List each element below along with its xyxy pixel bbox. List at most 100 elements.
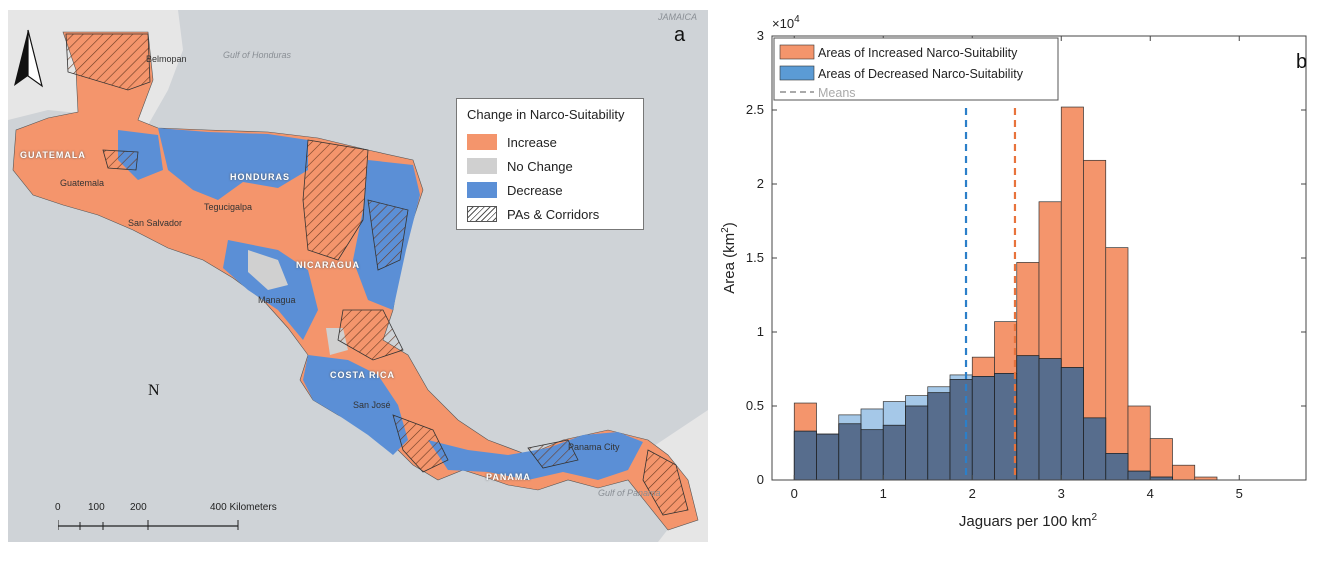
map-canvas [8,10,708,542]
city-label-panama-city: Panama City [568,442,620,452]
decrease-honduras [158,128,308,200]
map-legend-label: Decrease [507,182,563,198]
bar-overlap [838,423,862,481]
scale-tick-200: 200 [130,502,147,513]
x-tick-label: 1 [880,486,887,501]
bar-overlap [1127,470,1151,481]
bar-increase [1149,438,1173,481]
country-label-guatemala: GUATEMALA [20,150,86,160]
decrease-nicaragua-west [223,240,318,340]
y-tick-label: 0 [757,472,764,487]
legend-label-increase: Areas of Increased Narco-Suitability [818,46,1018,60]
city-label-tegucigalpa: Tegucigalpa [204,202,253,212]
country-label-panama: PANAMA [486,472,531,482]
x-tick-label: 2 [969,486,976,501]
sea-label-gulf-honduras: Gulf of Honduras [223,50,292,60]
scale-bar: 0 100 200 400 Kilometers [55,502,338,536]
y-axis-label: Area (km2) [720,222,738,293]
bar-increase [1172,464,1196,481]
map-legend-item-increase: Increase [467,130,633,154]
pa-bosawas [367,199,409,271]
bar-overlap [1105,453,1129,481]
hatch-swatch [467,206,497,222]
axes-layer: 0 1 2 3 4 5 0 0.5 1 1.5 2 2.5 3 [746,28,1307,501]
bar-increase [1105,247,1129,481]
city-label-san-salvador: San Salvador [128,218,183,228]
legend-swatch-increase [779,44,815,60]
map-legend-label: Increase [507,134,557,150]
legend-label-decrease: Areas of Decreased Narco-Suitability [818,67,1024,81]
means-layer [964,108,1017,480]
y-exponent-label: ×104 [772,14,800,31]
map-legend-label: PAs & Corridors [507,206,600,222]
histogram-legend-box [773,37,1059,101]
map-panel: Gulf of Honduras Gulf of Panama JAMAICA … [8,10,708,542]
decrease-costa-rica [303,355,408,455]
increase-swatch [467,134,497,150]
bar-overlap [971,376,995,481]
country-label-nicaragua: NICARAGUA [296,260,360,270]
city-label-san-jose: San José [353,400,391,410]
bar-overlap [949,379,973,481]
bar-overlap [816,433,840,481]
pa-mosquitia [302,139,369,261]
map-legend-label: No Change [507,158,573,174]
country-label-costa-rica: COSTA RICA [330,370,395,380]
panel-a-letter: a [674,24,686,46]
sea-label-jamaica: JAMAICA [658,12,698,22]
city-label-guatemala: Guatemala [60,178,105,188]
bar-overlap [793,430,817,481]
x-tick-label: 4 [1147,486,1154,501]
north-arrow-icon [14,29,43,88]
histogram-chart: 0 1 2 3 4 5 0 0.5 1 1.5 2 2.5 3 ×104 b Jaguars per 1… [720,14,1307,530]
bar-overlap [1016,355,1040,481]
y-tick-label: 1 [757,324,764,339]
scale-tick-400: 400 Kilometers [210,502,277,513]
nochange-lake [248,250,288,290]
bars-layer [793,106,1218,481]
bar-overlap [1083,417,1107,481]
bar-overlap [994,373,1018,481]
pa-darien [642,449,689,516]
map-legend-item-pas: PAs & Corridors [467,202,633,226]
pa-talamanca [392,414,449,473]
decrease-swatch [467,182,497,198]
map-legend-title: Change in Narco-Suitability [467,107,625,122]
scale-bar-line [58,520,239,530]
y-tick-label: 2.5 [746,102,764,117]
y-tick-label: 0.5 [746,398,764,413]
pa-panama-corridor [527,439,579,469]
pa-indio-maiz [337,309,404,361]
panel-b-letter: b [1296,51,1307,73]
bar-overlap [882,424,906,481]
y-tick-label: 2 [757,176,764,191]
north-arrow-label: N [148,382,160,399]
country-label-honduras: HONDURAS [230,172,291,182]
histogram-panel: 0 1 2 3 4 5 0 0.5 1 1.5 2 2.5 3 ×104 b Jaguars per 1… [710,0,1330,558]
bar-increase [1127,405,1151,481]
city-label-belmopan: Belmopan [146,54,187,64]
scale-tick-100: 100 [88,502,105,513]
x-tick-label: 3 [1058,486,1065,501]
sea-label-gulf-panama: Gulf of Panama [598,488,661,498]
no-change-swatch [467,158,497,174]
pa-peten [65,33,151,91]
x-tick-label: 5 [1236,486,1243,501]
legend-label-means: Means [818,86,856,100]
legend-swatch-decrease [779,65,815,81]
map-legend-item-decrease: Decrease [467,178,633,202]
map-legend-item-no-change: No Change [467,154,633,178]
histogram-legend: Areas of Increased Narco-Suitability Are… [773,37,1059,101]
bar-overlap [1038,358,1062,481]
y-tick-label: 1.5 [746,250,764,265]
pa-guatemala-west [102,149,139,171]
y-tick-label: 3 [757,28,764,43]
bar-overlap [927,392,951,481]
bar-overlap [860,429,884,481]
x-axis-label: Jaguars per 100 km2 [959,512,1098,530]
bar-overlap [1060,367,1084,481]
bar-overlap [905,405,929,481]
scale-tick-0: 0 [55,502,61,513]
map-legend: Change in Narco-Suitability Increase No … [456,98,644,230]
x-tick-label: 0 [791,486,798,501]
